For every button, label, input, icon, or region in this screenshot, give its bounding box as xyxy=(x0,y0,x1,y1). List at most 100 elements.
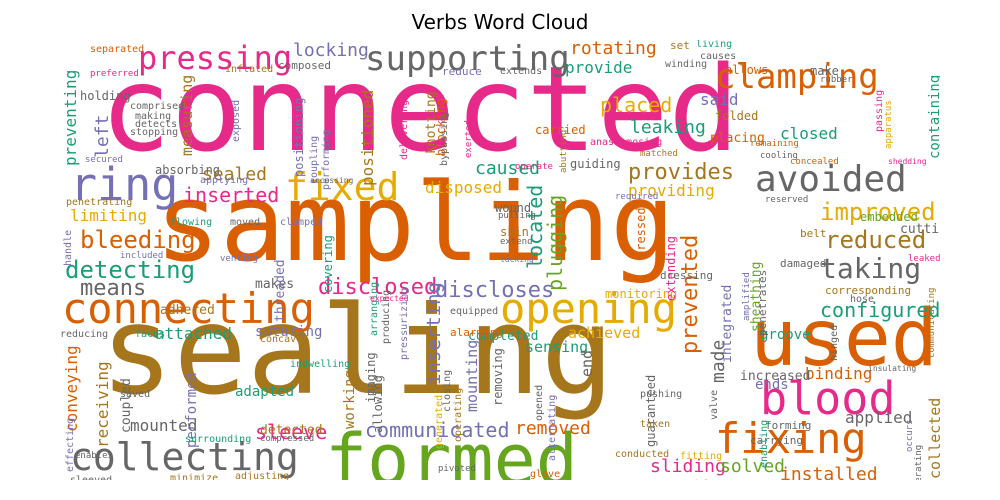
word-operating: operating xyxy=(454,388,464,442)
word-adjusting: adjusting xyxy=(235,472,289,480)
word-preventing: preventing xyxy=(63,70,79,166)
word-insulating: insulating xyxy=(868,365,916,373)
word-sleeved: sleeved xyxy=(70,476,112,480)
word-knotting: knotting xyxy=(425,92,438,155)
word-inserted: inserted xyxy=(183,185,279,205)
word-hose: hose xyxy=(850,295,874,305)
word-leaked: leaked xyxy=(908,255,940,264)
word-solved: solved xyxy=(720,458,785,476)
word-effecting: effecting xyxy=(66,418,76,472)
word-taking: taking xyxy=(820,255,921,283)
word-mounting: mounting xyxy=(465,340,480,412)
word-limiting: limiting xyxy=(70,208,147,224)
word-set: set xyxy=(670,40,690,51)
word-opened: opened xyxy=(535,385,545,421)
word-clamped: clamped xyxy=(280,218,322,228)
word-expected: expected xyxy=(370,295,409,303)
word-installed: installed xyxy=(780,466,878,480)
word-taken: taken xyxy=(640,420,670,430)
word-reserved: reserved xyxy=(765,196,808,205)
word-end: end xyxy=(580,350,595,377)
word-communicating: communicating xyxy=(928,288,937,358)
word-moved: moved xyxy=(230,218,260,228)
word-adhered: adhered xyxy=(160,304,215,317)
word-exerted: exerted xyxy=(465,120,474,158)
word-carrying: carrying xyxy=(750,435,803,446)
word-glove: glove xyxy=(530,470,560,480)
word-pivoted: pivoted xyxy=(438,465,476,474)
word-reduce: reduce xyxy=(442,66,482,77)
word-allows: allows xyxy=(725,64,768,76)
word-placed: placed xyxy=(600,95,672,115)
word-said: said xyxy=(700,92,739,108)
word-provide: provide xyxy=(565,60,632,76)
word-secured: secured xyxy=(85,156,123,165)
word-means: means xyxy=(80,278,146,300)
word-valve: valve xyxy=(710,390,720,420)
word-measuring: measuring xyxy=(180,75,195,156)
word-flowing: flowing xyxy=(170,218,212,228)
word-pushing: pushing xyxy=(640,390,682,400)
word-matched: matched xyxy=(640,150,678,159)
word-rubber: rubber xyxy=(820,76,853,85)
word-plugging: plugging xyxy=(545,195,565,291)
word-inflated: inflated xyxy=(225,65,273,75)
word-bypassing: bypassing xyxy=(440,112,450,166)
word-leaking: leaking xyxy=(630,119,706,137)
word-separated: separated xyxy=(90,45,144,55)
word-surrounding: surrounding xyxy=(185,435,251,445)
word-discloses: discloses xyxy=(435,280,554,302)
word-guaranteed: guaranteed xyxy=(645,375,657,447)
word-working: working xyxy=(343,370,357,429)
word-shedding: shedding xyxy=(888,158,927,166)
word-allowing: allowing xyxy=(372,375,384,433)
word-composed: composed xyxy=(278,60,331,71)
word-increased: increased xyxy=(740,370,810,383)
word-extends: extends xyxy=(500,67,542,77)
word-faces: faces xyxy=(135,330,165,340)
word-anastomosing: anastomosing xyxy=(590,138,662,148)
word-cloud: connectedsamplingsealingformedusedconnec… xyxy=(60,40,940,480)
word-saved: saved xyxy=(120,390,150,400)
word-configured: configured xyxy=(820,300,940,320)
word-fitting: fitting xyxy=(680,452,722,462)
word-guiding: guiding xyxy=(570,158,621,170)
word-living: living xyxy=(696,40,732,50)
word-enables: enables xyxy=(75,452,113,461)
word-dressing: dressing xyxy=(660,270,713,281)
word-applying: applying xyxy=(200,176,248,186)
word-folded: folded xyxy=(715,110,758,122)
word-closing: closing xyxy=(443,370,453,412)
word-receiving: receiving xyxy=(95,362,111,449)
word-operate: operate xyxy=(515,163,553,172)
word-disposed: disposed xyxy=(425,180,502,196)
word-conducted: conducted xyxy=(615,450,669,460)
word-penetrates: penetrates xyxy=(757,270,768,336)
word-delivering: delivering xyxy=(400,100,410,160)
word-equipped: equipped xyxy=(450,307,498,317)
word-alarming: alarming xyxy=(450,327,503,338)
word-extend: extend xyxy=(500,238,533,247)
word-tacking: tacking xyxy=(500,256,534,264)
chart-title: Verbs Word Cloud xyxy=(0,10,1000,34)
word-winding: winding xyxy=(665,60,707,70)
word-handle: handle xyxy=(64,230,74,266)
word-enabling: enabling xyxy=(760,420,770,468)
word-detects: detects xyxy=(135,120,177,130)
word-amplified: amplified xyxy=(743,272,752,321)
word-attached: attached xyxy=(155,326,232,342)
word-removing: removing xyxy=(492,348,504,406)
word-left: left xyxy=(94,115,112,158)
word-accessing: accessing xyxy=(310,177,353,185)
word-avoided: avoided xyxy=(755,162,907,198)
word-embedded: embedded xyxy=(860,211,918,223)
word-collected: collected xyxy=(928,398,940,479)
word-damaged: damaged xyxy=(780,258,826,269)
word-applied: applied xyxy=(845,410,912,426)
word-remaining: remaining xyxy=(750,140,799,149)
word-prevented: prevented xyxy=(680,235,702,354)
word-compressed: compressed xyxy=(260,435,314,444)
word-exposed: exposed xyxy=(232,100,242,142)
word-included: included xyxy=(120,252,163,261)
word-positioning: positioning xyxy=(293,98,305,177)
